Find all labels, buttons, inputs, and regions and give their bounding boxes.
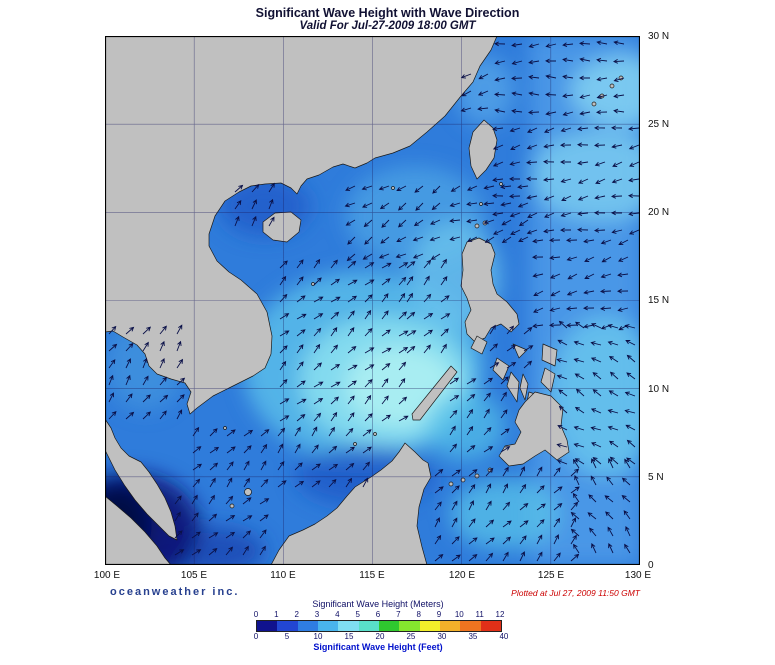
wave-map bbox=[104, 35, 641, 566]
feet-ticks: 0 5 10 15 20 25 30 35 40 bbox=[253, 632, 509, 641]
meters-tick-label: 6 bbox=[375, 610, 381, 619]
island-mindoro bbox=[470, 335, 488, 355]
lon-label-120e: 120 E bbox=[448, 570, 476, 581]
meters-tick-label: 9 bbox=[436, 610, 442, 619]
color-scale-segment bbox=[358, 621, 379, 631]
color-scale-bar bbox=[256, 620, 502, 632]
color-scale-segment bbox=[257, 621, 278, 631]
island-palawan bbox=[411, 365, 458, 421]
color-scale-segment bbox=[419, 621, 440, 631]
oceanweather-logo-text: oceanweather inc. bbox=[110, 586, 240, 598]
plot-title: Significant Wave Height with Wave Direct… bbox=[255, 6, 520, 20]
lon-label-100e: 100 E bbox=[93, 570, 121, 581]
feet-tick-label: 0 bbox=[253, 632, 259, 641]
color-scale-segment bbox=[480, 621, 501, 631]
plot-timestamp: Plotted at Jul 27, 2009 11:50 GMT bbox=[511, 588, 640, 598]
color-scale-segment bbox=[460, 621, 481, 631]
lon-label-105e: 105 E bbox=[180, 570, 208, 581]
meters-tick-label: 7 bbox=[396, 610, 401, 619]
island-negros bbox=[506, 371, 520, 403]
feet-tick-label: 25 bbox=[406, 632, 416, 641]
lat-label-25n: 25 N bbox=[648, 119, 670, 130]
meters-tick-label: 8 bbox=[416, 610, 421, 619]
lon-label-110e: 110 E bbox=[270, 570, 296, 581]
lon-label-125e: 125 E bbox=[537, 570, 565, 581]
map-frame bbox=[104, 35, 641, 566]
wave-map-canvas bbox=[104, 35, 641, 566]
lat-label-5n: 5 N bbox=[648, 472, 664, 483]
feet-tick-label: 5 bbox=[284, 632, 290, 641]
island-taiwan bbox=[468, 119, 498, 180]
plot-subtitle: Valid For Jul-27-2009 18:00 GMT bbox=[299, 20, 476, 32]
island-mindanao bbox=[498, 391, 570, 467]
lat-label-20n: 20 N bbox=[648, 207, 670, 218]
meters-tick-label: 2 bbox=[294, 610, 299, 619]
meters-tick-label: 5 bbox=[355, 610, 360, 619]
color-scale-segment bbox=[399, 621, 420, 631]
island-masbate bbox=[512, 343, 528, 359]
meters-ticks: 0 1 2 3 4 5 6 7 8 9 10 11 12 bbox=[253, 610, 505, 619]
feet-tick-label: 30 bbox=[437, 632, 447, 641]
legend-meters-title: Significant Wave Height (Meters) bbox=[312, 599, 444, 609]
lon-label-115e: 115 E bbox=[359, 570, 385, 581]
lat-label-15n: 15 N bbox=[648, 295, 670, 306]
island-luzon bbox=[460, 237, 520, 343]
meters-tick-label: 3 bbox=[314, 610, 320, 619]
arrow-field-path bbox=[108, 40, 640, 562]
graticule-grid bbox=[105, 36, 640, 565]
color-scale-segment bbox=[439, 621, 461, 631]
legend-feet-title: Significant Wave Height (Feet) bbox=[313, 642, 443, 652]
meters-tick-label: 10 bbox=[454, 610, 464, 619]
feet-tick-label: 15 bbox=[344, 632, 354, 641]
meters-tick-label: 0 bbox=[253, 610, 259, 619]
island-samar bbox=[541, 343, 558, 367]
feet-tick-label: 10 bbox=[313, 632, 323, 641]
color-scale-segment bbox=[338, 621, 359, 631]
meters-tick-label: 1 bbox=[274, 610, 279, 619]
feet-tick-label: 20 bbox=[375, 632, 385, 641]
lon-label-130e: 130 E bbox=[624, 570, 652, 581]
land-malay-peninsula bbox=[104, 418, 178, 541]
color-scale-segment bbox=[297, 621, 318, 631]
lat-label-10n: 10 N bbox=[648, 384, 670, 395]
color-scale-segment bbox=[277, 621, 298, 631]
color-scale-segment bbox=[317, 621, 339, 631]
feet-tick-label: 35 bbox=[468, 632, 478, 641]
color-scale-segment bbox=[378, 621, 400, 631]
meters-tick-label: 12 bbox=[495, 610, 505, 619]
meters-tick-label: 4 bbox=[335, 610, 340, 619]
meters-tick-label: 11 bbox=[475, 610, 484, 619]
lat-label-0: 0 bbox=[648, 560, 654, 571]
lat-label-30n: 30 N bbox=[648, 31, 670, 42]
island-cebu bbox=[519, 373, 529, 401]
feet-tick-label: 40 bbox=[499, 632, 509, 641]
wave-direction-arrows bbox=[108, 40, 640, 562]
